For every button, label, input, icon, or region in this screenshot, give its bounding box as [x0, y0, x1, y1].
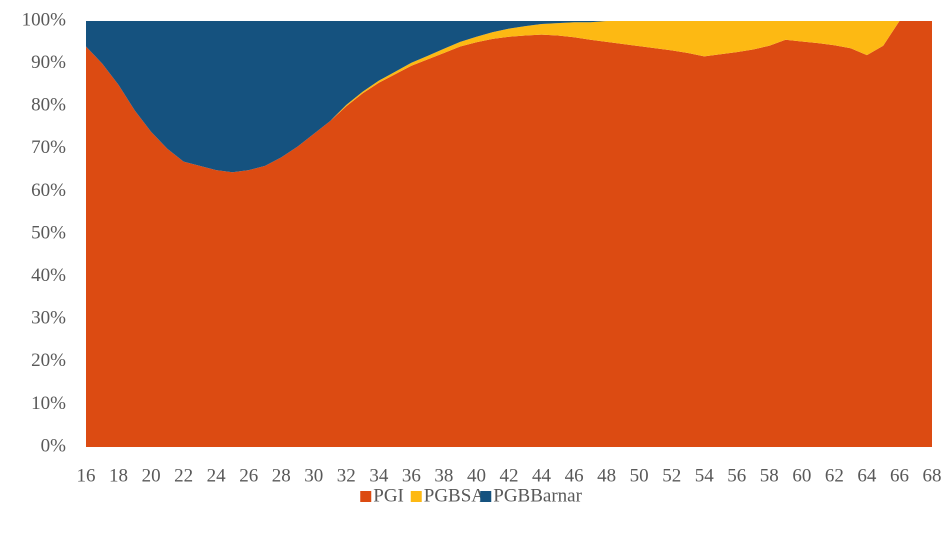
- x-tick-label: 32: [337, 465, 356, 486]
- x-tick-label: 20: [142, 465, 161, 486]
- legend-swatch: [480, 491, 492, 502]
- x-tick-label: 38: [434, 465, 453, 486]
- x-tick-label: 28: [272, 465, 291, 486]
- x-tick-label: 24: [207, 465, 227, 486]
- legend-label: PGBSA: [424, 485, 486, 506]
- x-tick-label: 22: [174, 465, 193, 486]
- x-tick-label: 30: [304, 465, 323, 486]
- x-tick-label: 52: [662, 465, 681, 486]
- x-tick-label: 54: [695, 465, 715, 486]
- x-tick-label: 16: [77, 465, 96, 486]
- x-tick-label: 42: [500, 465, 519, 486]
- area: [86, 21, 932, 447]
- y-tick-label: 60%: [31, 180, 66, 201]
- y-tick-label: 70%: [31, 137, 66, 158]
- x-tick-label: 40: [467, 465, 486, 486]
- y-tick-label: 20%: [31, 350, 66, 371]
- legend-label: PGBBarnar: [493, 485, 582, 506]
- x-tick-label: 50: [630, 465, 649, 486]
- y-tick-label: 30%: [31, 308, 66, 329]
- x-tick-label: 26: [239, 465, 258, 486]
- x-tick-label: 60: [792, 465, 811, 486]
- y-tick-label: 0%: [41, 435, 67, 456]
- x-tick-label: 68: [923, 465, 942, 486]
- y-tick-label: 90%: [31, 52, 66, 73]
- x-tick-label: 58: [760, 465, 779, 486]
- x-tick-label: 48: [597, 465, 616, 486]
- x-tick-label: 18: [109, 465, 128, 486]
- x-tick-label: 34: [369, 465, 389, 486]
- x-tick-label: 44: [532, 465, 552, 486]
- y-tick-label: 40%: [31, 265, 66, 286]
- x-tick-label: 46: [565, 465, 584, 486]
- y-tick-label: 10%: [31, 393, 66, 414]
- legend-swatch: [360, 491, 372, 502]
- x-tick-label: 36: [402, 465, 421, 486]
- x-tick-label: 64: [857, 465, 877, 486]
- x-tick-label: 66: [890, 465, 909, 486]
- x-tick-label: 56: [727, 465, 746, 486]
- x-tick-label: 62: [825, 465, 844, 486]
- area: [86, 21, 932, 173]
- area: [86, 21, 932, 173]
- legend-label: PGI: [373, 485, 404, 506]
- legend-swatch: [410, 491, 422, 502]
- y-tick-label: 50%: [31, 222, 66, 243]
- y-tick-label: 100%: [22, 9, 67, 30]
- y-tick-label: 80%: [31, 95, 66, 116]
